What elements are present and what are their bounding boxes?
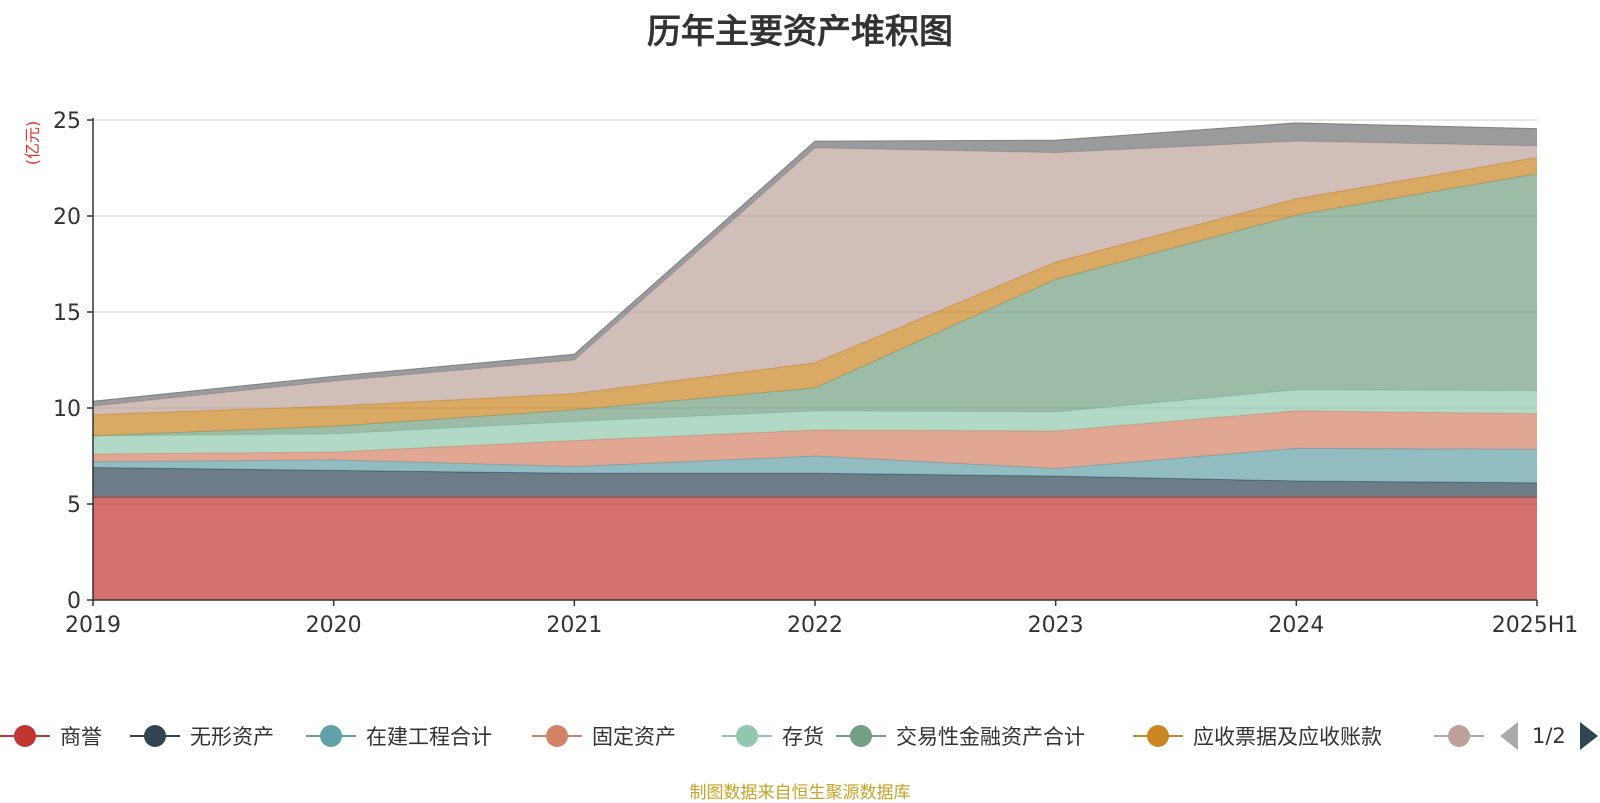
axes: 0 5 10 15 20 25 2019 2020 2021 2022 2023 2024 2025H1 xyxy=(53,109,1578,638)
area-series-1 xyxy=(93,497,1537,600)
chart-title: 历年主要资产堆积图 xyxy=(647,12,953,52)
legend-symbol xyxy=(1434,721,1484,751)
legend-label: 商誉 xyxy=(60,725,102,749)
area-series-2 xyxy=(93,467,1537,498)
legend-symbol xyxy=(306,721,356,751)
series-line-9 xyxy=(92,122,1538,402)
pager-prev-icon[interactable] xyxy=(1500,722,1518,750)
y-tick-label: 10 xyxy=(53,397,81,422)
x-tick-label: 2025H1 xyxy=(1492,613,1579,638)
legend-item[interactable]: 商誉 xyxy=(0,716,102,756)
legend-symbol xyxy=(130,721,180,751)
legend-label: 交易性金融资产合计 xyxy=(896,725,1085,749)
legend-label: 固定资产 xyxy=(592,725,676,749)
area-series-5 xyxy=(93,389,1537,455)
legend-item[interactable]: 交易性金融资产合计 xyxy=(836,716,1085,756)
y-tick-label: 20 xyxy=(53,205,81,230)
legend-label: 应收票据及应收账款 xyxy=(1193,725,1382,749)
x-tick-label: 2024 xyxy=(1268,613,1324,638)
legend-pager: 1/2 xyxy=(1500,716,1598,756)
area-series-6 xyxy=(93,173,1537,436)
area-layer xyxy=(92,122,1538,600)
x-tick-label: 2023 xyxy=(1028,613,1084,638)
legend-symbol xyxy=(836,721,886,751)
area-series-8 xyxy=(93,141,1537,415)
legend-label: 存货 xyxy=(782,725,824,749)
y-tick-label: 5 xyxy=(67,493,81,518)
x-tick-label: 2019 xyxy=(65,613,121,638)
x-tick-label: 2022 xyxy=(787,613,843,638)
legend-symbol xyxy=(532,721,582,751)
area-series-4 xyxy=(93,410,1537,469)
legend-item[interactable]: 无形资产 xyxy=(130,716,274,756)
legend-item[interactable]: 在建工程合计 xyxy=(306,716,492,756)
area-series-3 xyxy=(93,448,1537,483)
x-tick-label: 2020 xyxy=(306,613,362,638)
x-tick-label: 2021 xyxy=(546,613,602,638)
legend-item[interactable]: 应收票据及应收账款 xyxy=(1133,716,1382,756)
pager-next-icon[interactable] xyxy=(1579,722,1598,750)
y-axis-unit-label: (亿元) xyxy=(23,121,42,166)
y-tick-label: 25 xyxy=(53,109,81,134)
legend-item[interactable]: 存货 xyxy=(722,716,824,756)
legend-label: 无形资产 xyxy=(190,725,274,749)
source-note: 制图数据来自恒生聚源数据库 xyxy=(689,783,911,803)
legend-item[interactable]: 固定资产 xyxy=(532,716,676,756)
y-tick-label: 0 xyxy=(67,589,81,614)
legend-symbol xyxy=(1133,721,1183,751)
legend-symbol xyxy=(0,721,50,751)
legend-label: 在建工程合计 xyxy=(366,725,492,749)
y-tick-label: 15 xyxy=(53,301,81,326)
area-series-7 xyxy=(93,157,1537,436)
legend-symbol xyxy=(722,721,772,751)
legend-item[interactable] xyxy=(1434,716,1494,756)
pager-text: 1/2 xyxy=(1532,724,1566,748)
